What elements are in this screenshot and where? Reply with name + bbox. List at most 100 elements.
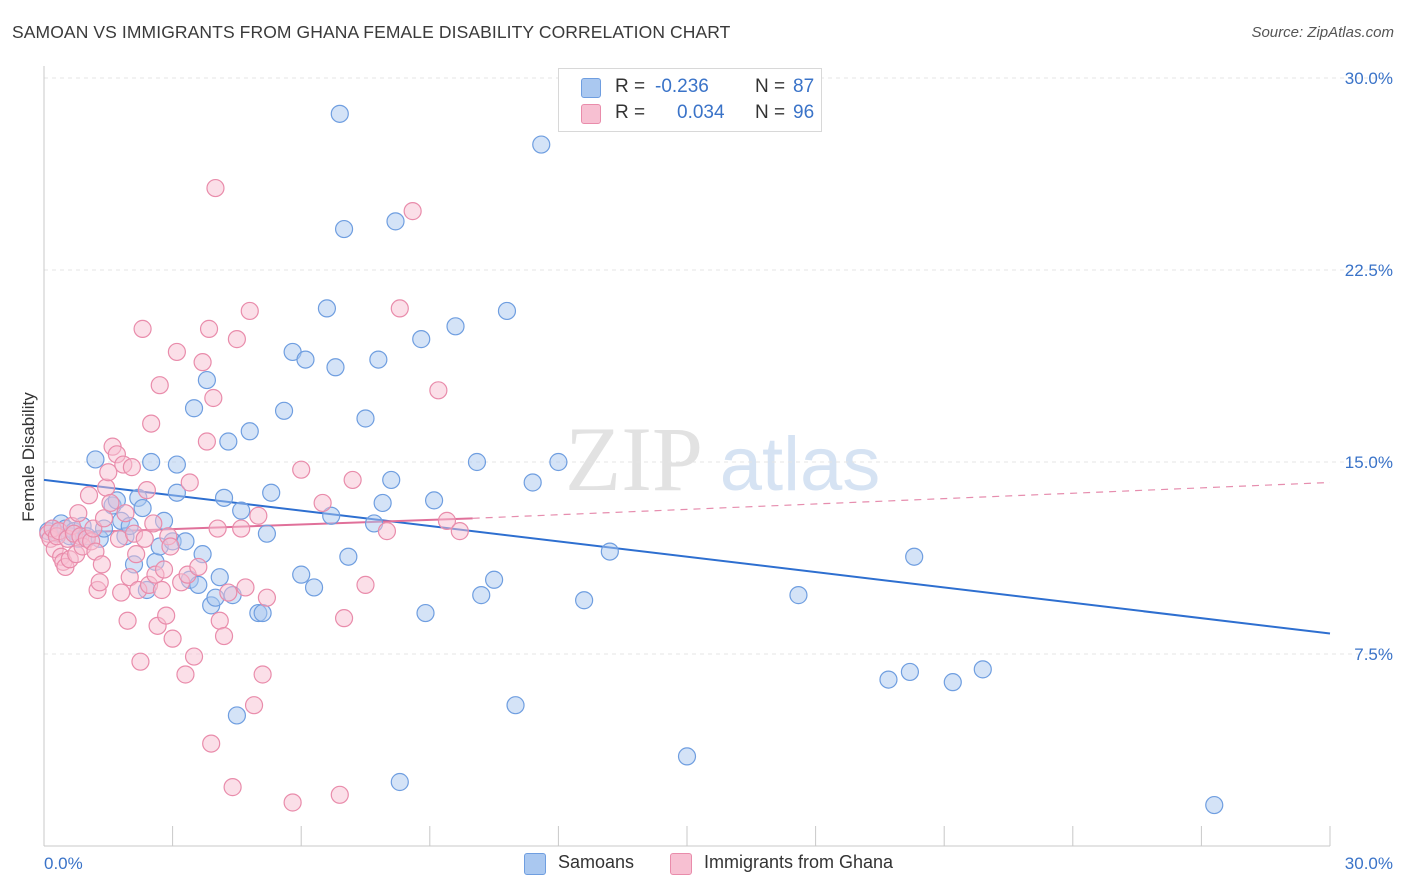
- ghana-point: [292, 460, 311, 479]
- ghana-point: [154, 560, 174, 579]
- samoans-point: [292, 565, 311, 584]
- x-tick-label: 30.0%: [1345, 854, 1393, 873]
- ghana-point: [112, 583, 131, 602]
- ghana-trend-extension: [472, 481, 1331, 519]
- ghana-point: [120, 568, 139, 587]
- ghana-point: [157, 606, 176, 625]
- samoans-point: [219, 432, 238, 451]
- samoans-point: [973, 660, 992, 679]
- samoans-point: [232, 501, 251, 520]
- chart-source: Source: ZipAtlas.com: [1251, 24, 1394, 41]
- ghana-point: [236, 578, 255, 597]
- ghana-point: [437, 511, 457, 530]
- samoans-point: [523, 473, 542, 492]
- y-axis-label: Female Disability: [19, 392, 38, 522]
- ghana-point: [257, 588, 277, 607]
- ghana-point: [334, 609, 354, 628]
- samoans-point: [167, 455, 186, 474]
- legend-n-label: N =: [755, 76, 786, 97]
- samoans-point: [600, 542, 619, 561]
- samoans-point: [386, 212, 405, 231]
- samoans-point: [485, 570, 504, 589]
- samoans-point: [142, 452, 161, 472]
- ghana-point: [450, 522, 469, 541]
- samoans-point: [227, 706, 246, 725]
- ghana-point: [193, 353, 212, 372]
- ghana-point: [180, 473, 199, 492]
- ghana-point: [161, 537, 180, 556]
- ghana-point: [79, 486, 99, 505]
- ghana-point: [133, 319, 152, 338]
- samoans-point: [677, 747, 697, 766]
- samoans-point: [1205, 795, 1224, 815]
- samoans-point: [326, 358, 345, 377]
- legend-r-value: -0.236: [655, 76, 709, 97]
- samoans-point: [789, 586, 808, 605]
- ghana-point: [206, 178, 225, 198]
- samoans-point: [197, 370, 216, 390]
- samoans-point: [472, 586, 491, 605]
- ghana-point: [204, 388, 223, 408]
- ghana-point: [219, 583, 238, 602]
- ghana-point: [97, 478, 116, 497]
- ghana-point: [122, 458, 141, 477]
- samoans-point: [575, 591, 594, 610]
- ghana-point: [208, 519, 227, 538]
- samoans-point: [446, 317, 465, 336]
- samoans-point: [317, 299, 337, 318]
- ghana-point: [92, 555, 111, 574]
- ghana-point: [214, 626, 234, 646]
- ghana-point: [189, 557, 208, 577]
- ghana-point: [223, 778, 242, 797]
- samoans-point: [879, 670, 898, 689]
- ghana-point: [116, 504, 135, 523]
- samoans-point: [167, 483, 186, 502]
- ghana-point: [249, 506, 268, 525]
- samoans-point: [240, 422, 259, 441]
- samoans-point: [943, 673, 962, 692]
- ghana-point: [429, 381, 448, 400]
- ghana-point: [127, 545, 146, 564]
- ghana-point: [135, 529, 154, 548]
- ghana-point: [144, 514, 163, 533]
- ghana-point: [90, 573, 109, 592]
- samoans-point: [184, 399, 204, 418]
- samoans-point: [210, 568, 229, 587]
- samoans-point: [330, 104, 349, 123]
- y-tick-label: 7.5%: [1354, 645, 1393, 664]
- samoans-point: [424, 491, 444, 510]
- legend-swatch-ghana: [581, 104, 601, 124]
- legend-n-value: 96: [793, 102, 815, 123]
- ghana-point: [244, 696, 264, 715]
- watermark-atlas: atlas: [720, 422, 881, 507]
- ghana-point: [131, 652, 150, 671]
- x-tick-label: 0.0%: [44, 854, 83, 873]
- samoans-point: [356, 409, 375, 428]
- samoans-point: [339, 547, 358, 566]
- bottom-legend-label: Immigrants from Ghana: [704, 852, 894, 872]
- bottom-legend-swatch-samoans: [524, 853, 546, 875]
- watermark-zip: ZIP: [565, 408, 703, 510]
- samoans-point: [214, 488, 234, 507]
- samoans-point: [253, 603, 272, 623]
- ghana-point: [232, 519, 251, 538]
- legend-swatch-samoans: [581, 78, 601, 98]
- y-tick-label: 22.5%: [1345, 261, 1393, 280]
- samoans-point: [900, 662, 920, 682]
- samoans-point: [497, 301, 517, 321]
- zipatlas-watermark: ZIP atlas: [565, 408, 880, 510]
- ghana-point: [152, 580, 171, 600]
- ghana-point: [176, 665, 195, 684]
- ghana-point: [94, 509, 114, 528]
- ghana-point: [343, 470, 362, 490]
- samoans-point: [304, 578, 324, 597]
- samoans-point: [416, 603, 435, 623]
- samoans-point: [549, 452, 568, 472]
- legend-r-label: R =: [615, 102, 646, 123]
- samoans-point: [412, 330, 431, 349]
- ghana-point: [377, 522, 397, 541]
- ghana-point: [99, 463, 118, 482]
- data-points: [39, 104, 1224, 815]
- legend-r-value: 0.034: [677, 102, 725, 123]
